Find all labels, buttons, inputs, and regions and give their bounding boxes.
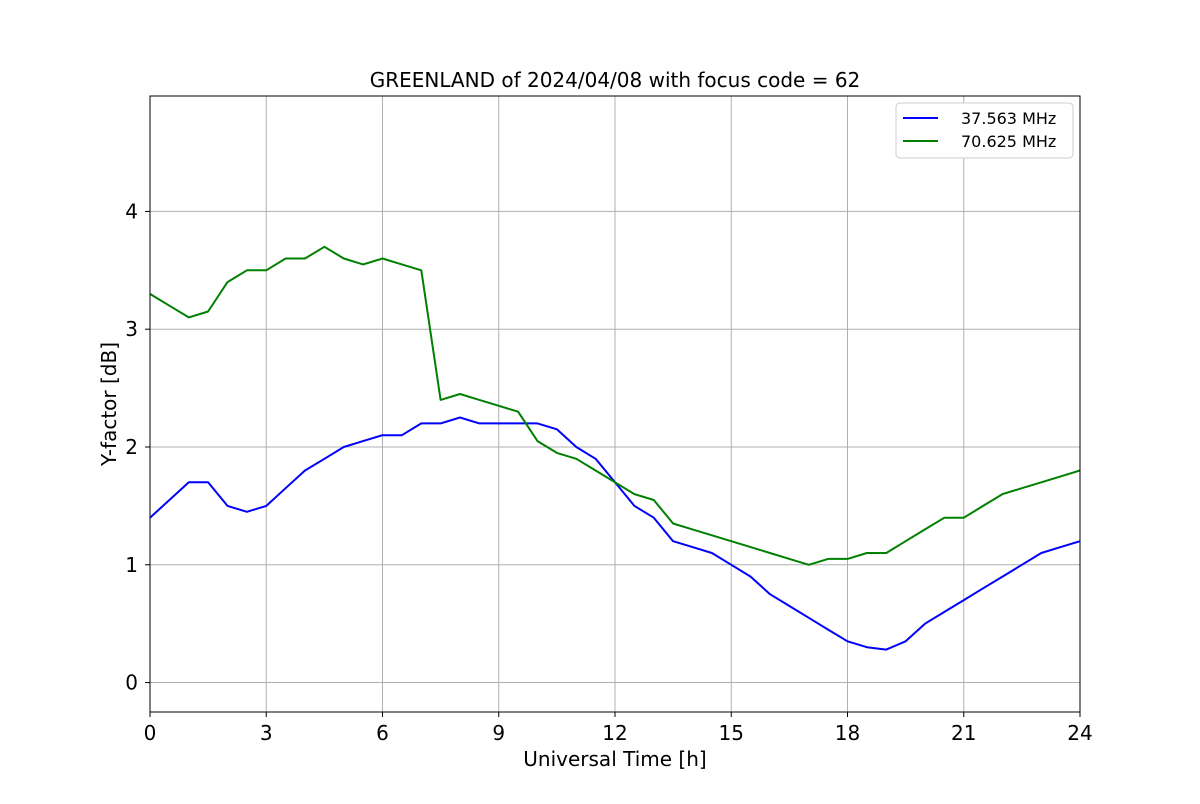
legend-frame — [895, 102, 1074, 159]
y-tick-label-0: 0 — [125, 671, 138, 695]
x-tick-label-9: 9 — [492, 721, 505, 745]
y-tick-label-1: 1 — [125, 553, 138, 577]
y-axis-label: Y-factor [dB] — [97, 342, 121, 467]
y-tick-label-2: 2 — [125, 435, 138, 459]
x-tick-label-0: 0 — [144, 721, 157, 745]
x-tick-label-18: 18 — [835, 721, 860, 745]
legend: 37.563 MHz 70.625 MHz — [895, 102, 1074, 159]
x-tick-label-12: 12 — [602, 721, 627, 745]
y-tick-label-4: 4 — [125, 199, 138, 223]
x-tick-label-3: 3 — [260, 721, 273, 745]
legend-label-37-563-mhz: 37.563 MHz — [961, 109, 1056, 128]
x-axis-label: Universal Time [h] — [523, 747, 706, 771]
x-tick-label-15: 15 — [719, 721, 744, 745]
series-layer — [150, 245, 1080, 651]
x-tick-label-24: 24 — [1067, 721, 1092, 745]
y-tick-label-3: 3 — [125, 317, 138, 341]
grid-layer — [149, 96, 1081, 712]
legend-label-70-625-mhz: 70.625 MHz — [961, 132, 1056, 151]
x-tick-label-6: 6 — [376, 721, 389, 745]
chart-title: GREENLAND of 2024/04/08 with focus code … — [370, 68, 861, 92]
series-line-70-625-mhz — [150, 245, 1080, 566]
x-tick-label-21: 21 — [951, 721, 976, 745]
